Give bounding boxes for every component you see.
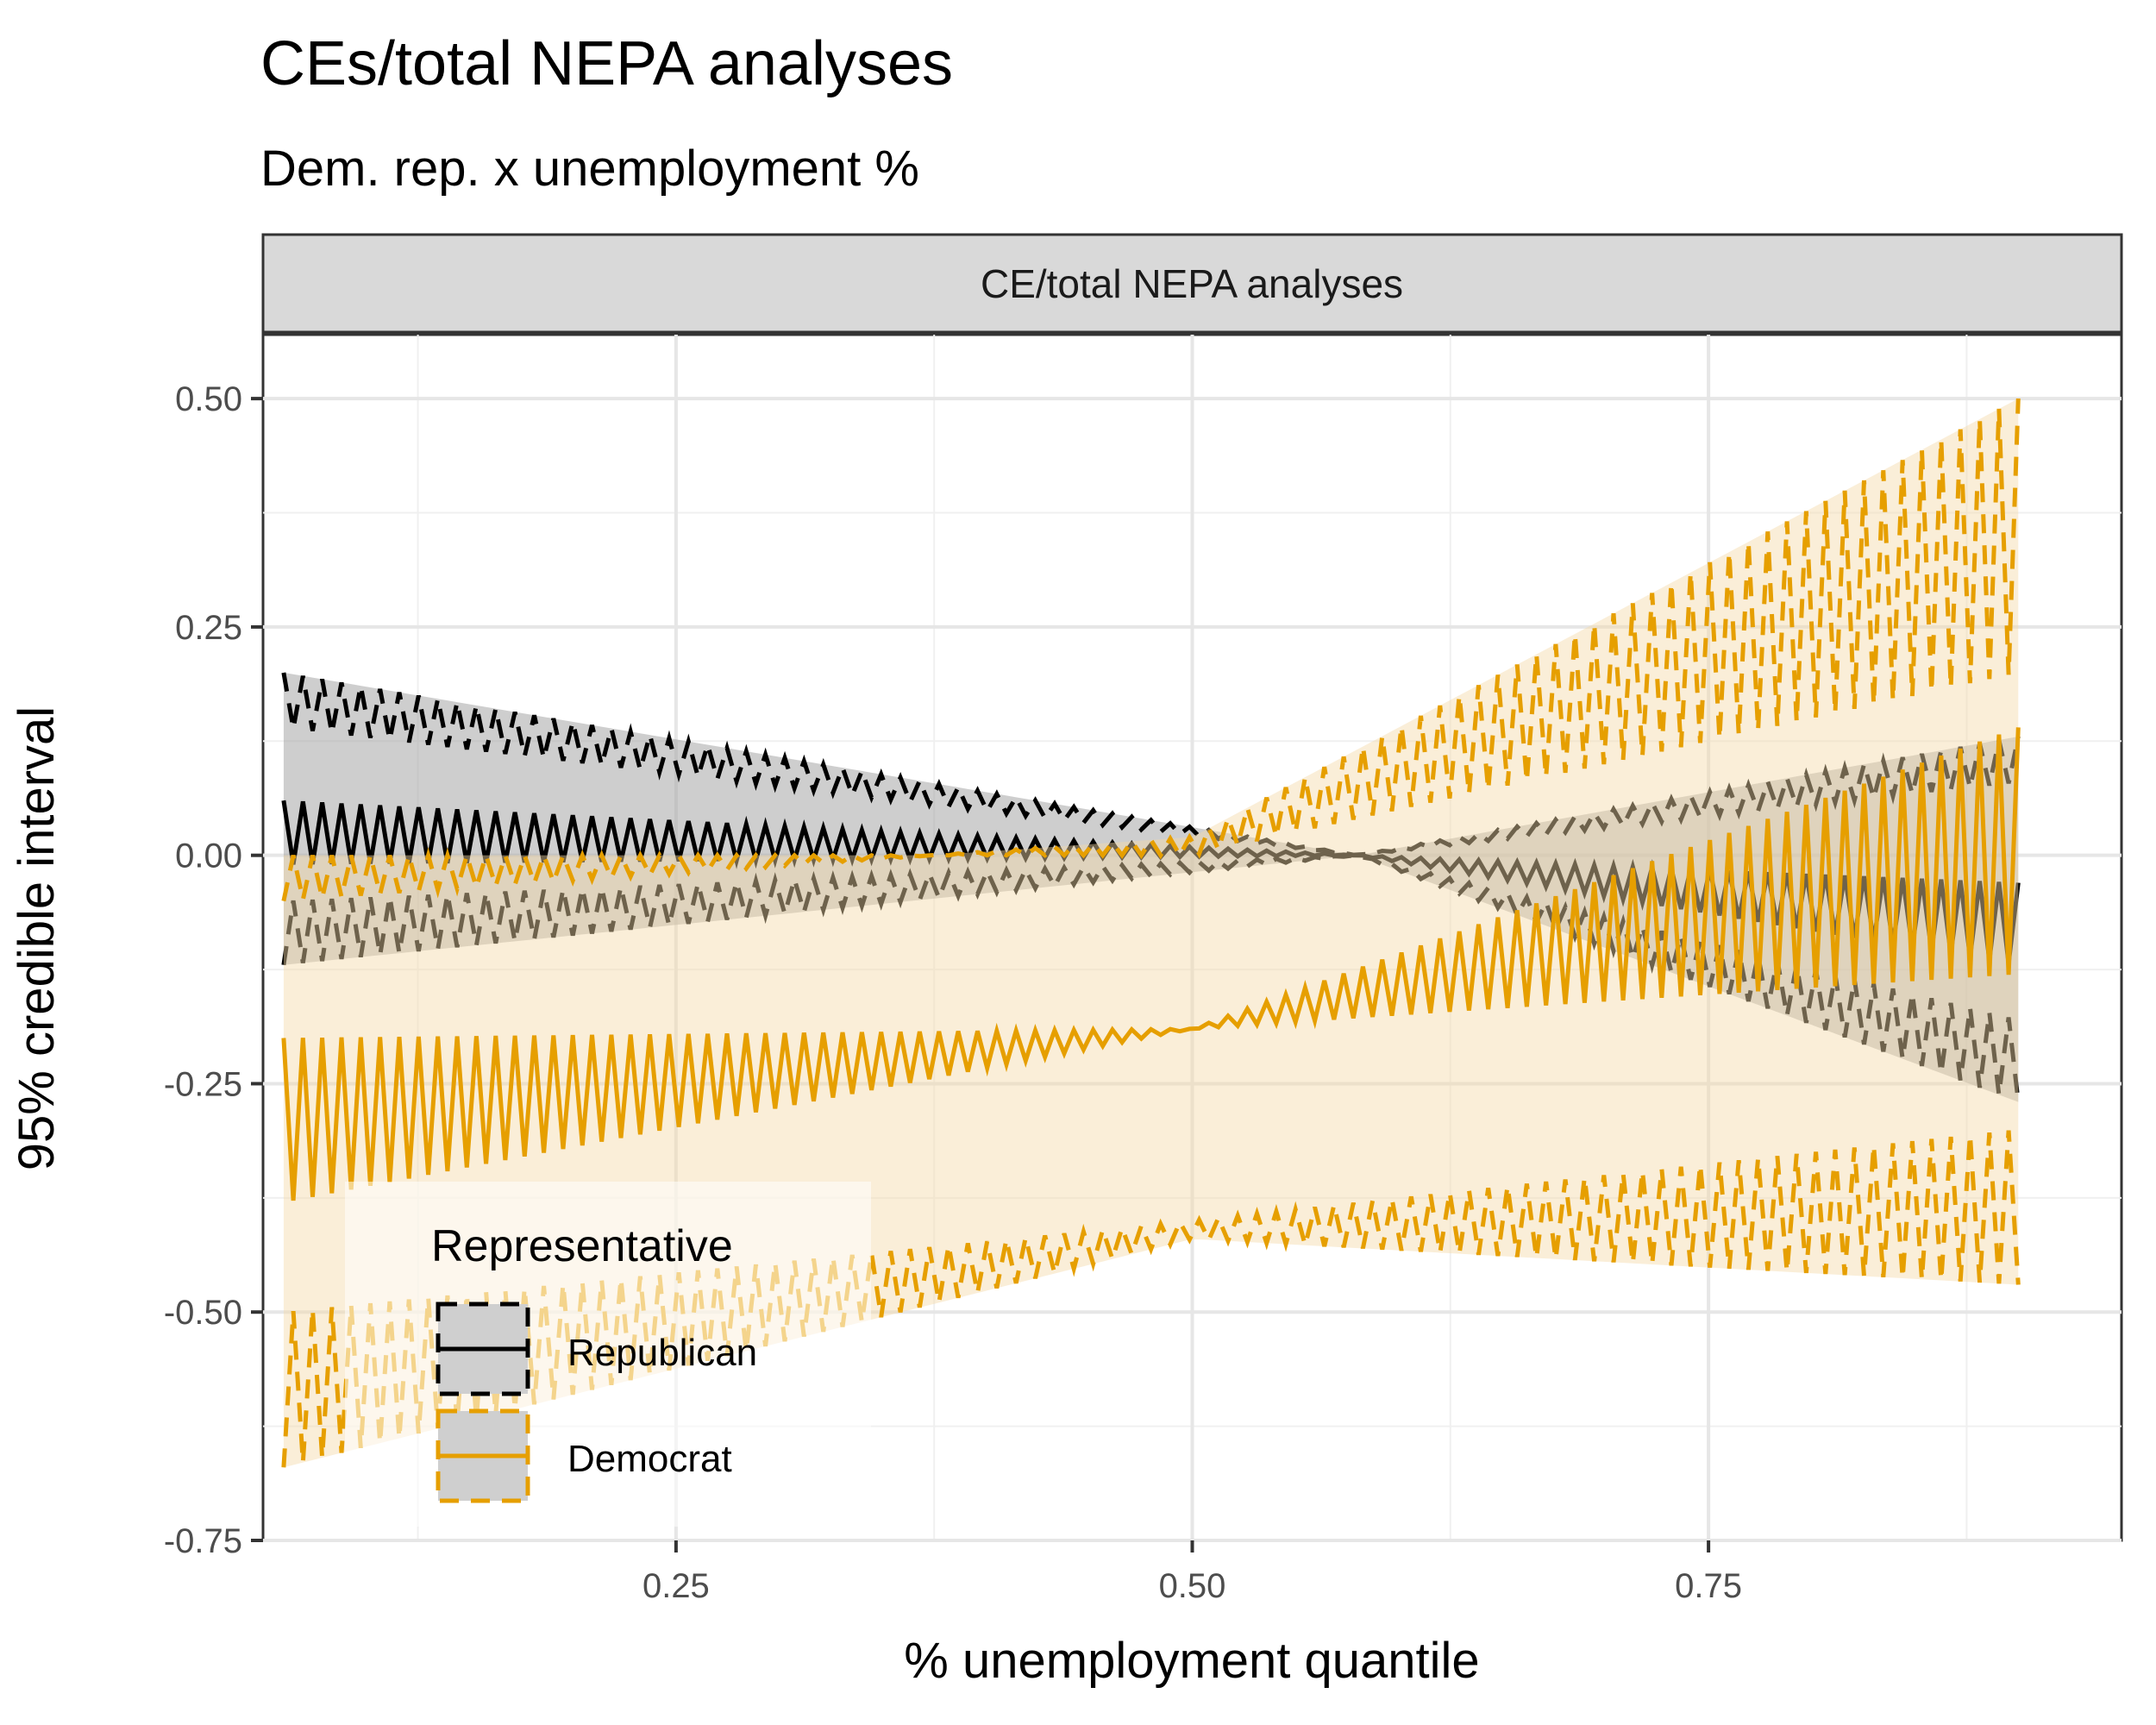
upper-bound-line-democrat xyxy=(281,398,2021,902)
y-tick-label: -0.25 xyxy=(164,1065,242,1103)
mean-line-democrat xyxy=(281,727,2021,1201)
y-tick-label: 0.50 xyxy=(175,380,242,418)
legend: Representative Republican Democrat xyxy=(345,1182,871,1527)
y-tick-label: 0.25 xyxy=(175,609,242,647)
y-tick-label: 0.00 xyxy=(175,837,242,875)
legend-title: Representative xyxy=(431,1221,733,1271)
axes: 0.50 0.25 0.00 -0.25 -0.50 -0.75 0.25 0.50 0.75 xyxy=(164,380,1742,1605)
lower-bound-line-republican xyxy=(281,853,2021,1102)
legend-key-republican xyxy=(436,1302,530,1396)
legend-background xyxy=(345,1182,871,1527)
x-tick-label: 0.50 xyxy=(1159,1567,1226,1605)
mean-line-republican xyxy=(281,800,2021,964)
x-tick-label: 0.25 xyxy=(642,1567,710,1605)
x-axis-title: % unemployment quantile xyxy=(904,1633,1479,1689)
facet-strip-label: CE/total NEPA analyses xyxy=(981,261,1403,306)
ribbon-republican xyxy=(283,672,2019,1102)
chart-title: CEs/total NEPA analyses xyxy=(260,29,953,98)
facet-strip xyxy=(261,233,2123,334)
x-tick-label: 0.75 xyxy=(1675,1567,1742,1605)
chart-subtitle: Dem. rep. x unemployment % xyxy=(260,141,919,197)
legend-key-democrat xyxy=(436,1408,530,1503)
upper-bound-line-republican xyxy=(281,672,2021,857)
y-tick-label: -0.50 xyxy=(164,1294,242,1332)
legend-label-republican: Republican xyxy=(567,1332,757,1374)
legend-label-democrat: Democrat xyxy=(567,1438,732,1480)
y-axis-title: 95% credible interval xyxy=(9,706,65,1170)
y-tick-label: -0.75 xyxy=(164,1522,242,1560)
